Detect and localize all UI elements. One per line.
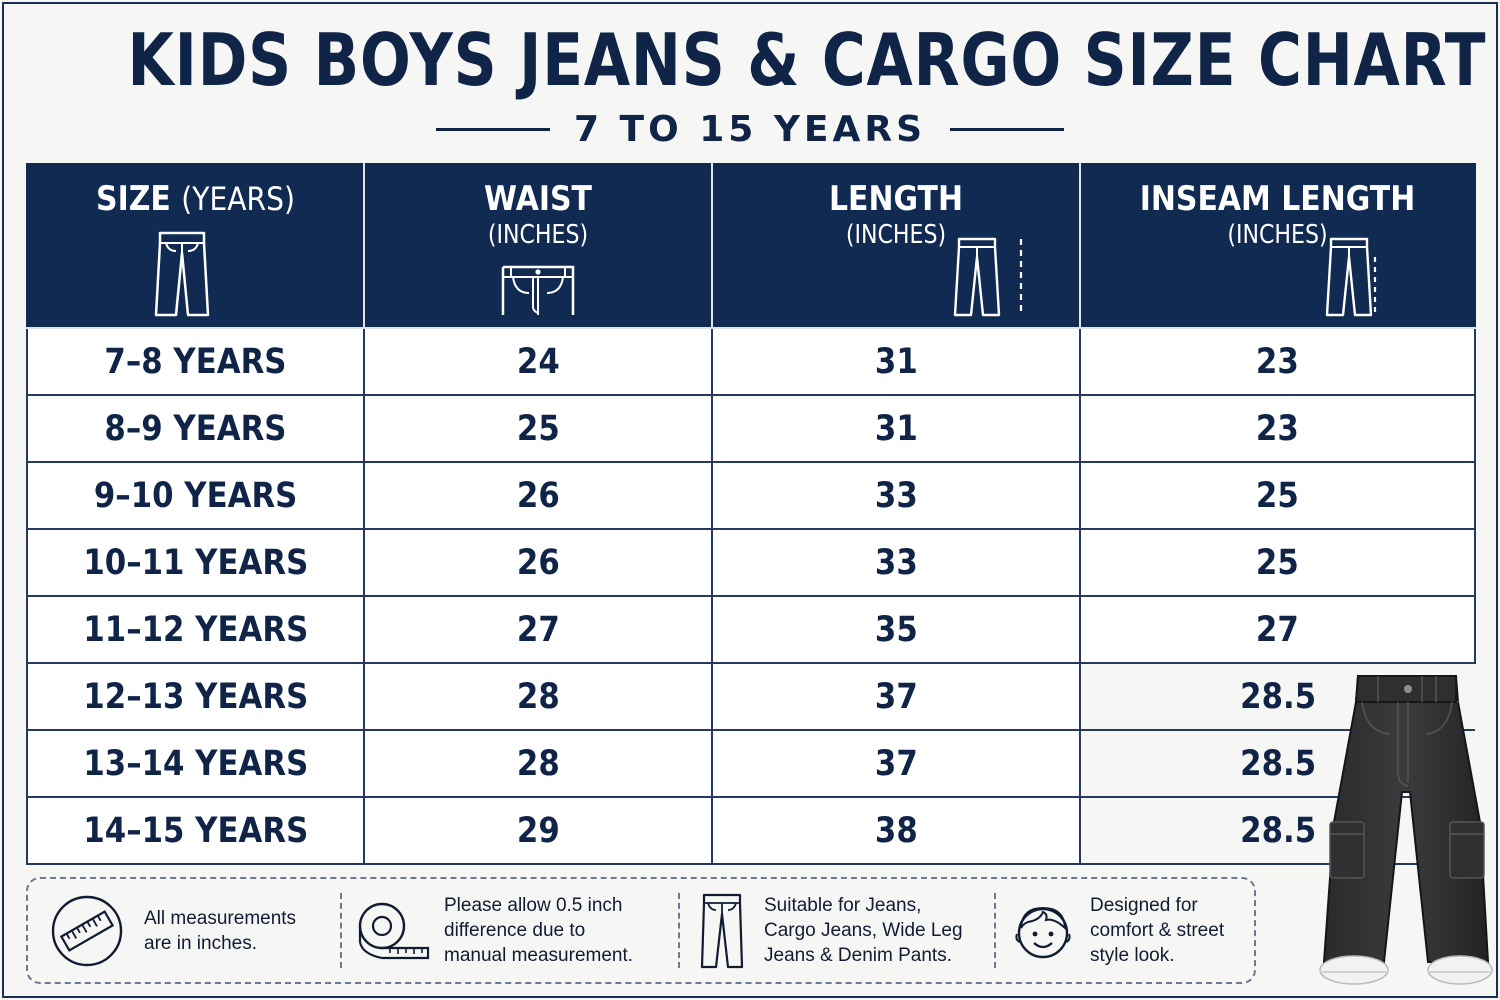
header-waist: WAIST (INCHES): [363, 163, 713, 329]
jeans-length-icon: [953, 237, 1023, 317]
cell-size: 7–8 YEARS: [26, 327, 365, 396]
table-row: 8–9 YEARS 25 31 23: [26, 394, 1476, 463]
cell-size: 14–15 YEARS: [26, 796, 365, 865]
ruler-icon: [51, 895, 123, 966]
cell-waist: 26: [363, 528, 713, 597]
note-suitable: Suitable for Jeans, Cargo Jeans, Wide Le…: [678, 879, 994, 982]
cell-inseam: 28.5: [1079, 796, 1475, 865]
cell-size: 8–9 YEARS: [26, 394, 365, 463]
cell-length: 37: [711, 662, 1081, 731]
cell-inseam: 23: [1079, 327, 1476, 396]
note-measurements: All measurements are in inches.: [28, 879, 340, 982]
header-length: LENGTH (INCHES): [711, 163, 1081, 329]
cell-inseam: 25: [1079, 528, 1476, 597]
header-waist-label: WAIST: [484, 179, 592, 219]
note-design-text: Designed for comfort & street style look…: [1090, 895, 1225, 966]
cell-waist: 25: [363, 394, 713, 463]
header-inseam: INSEAM LENGTH (INCHES): [1079, 163, 1476, 329]
table-row: 11–12 YEARS 27 35 27: [26, 595, 1476, 664]
table-row: 14–15 YEARS 29 38 28.5: [26, 796, 1475, 865]
subtitle-rule-left: [435, 127, 550, 131]
cell-inseam: 27: [1079, 595, 1476, 664]
header-waist-unit: (INCHES): [487, 220, 589, 250]
cell-inseam: 25: [1079, 461, 1476, 530]
subtitle: 7 TO 15 YEARS: [573, 108, 927, 150]
cell-waist: 28: [363, 729, 713, 798]
cell-waist: 26: [363, 461, 713, 530]
size-chart-table: SIZE (YEARS) WAIST (INCHES): [26, 163, 1476, 865]
cell-waist: 29: [363, 796, 713, 865]
page-title: KIDS BOYS JEANS & CARGO SIZE CHART: [127, 18, 1487, 102]
notes-panel: All measurements are in inches. Please a…: [26, 877, 1256, 984]
subtitle-row: 7 TO 15 YEARS: [0, 106, 1500, 152]
jeans-inseam-icon: [1325, 237, 1377, 317]
note-difference: Please allow 0.5 inch difference due to …: [340, 879, 678, 982]
table-row: 9–10 YEARS 26 33 25: [26, 461, 1476, 530]
pants-icon: [700, 893, 744, 968]
note-suitable-text: Suitable for Jeans, Cargo Jeans, Wide Le…: [764, 895, 963, 966]
header-size-suffix: (YEARS): [181, 180, 295, 218]
header-length-unit: (INCHES): [845, 220, 947, 250]
cell-waist: 28: [363, 662, 713, 731]
cell-size: 10–11 YEARS: [26, 528, 365, 597]
note-difference-text: Please allow 0.5 inch difference due to …: [444, 895, 634, 966]
smiling-boy-icon: [1015, 906, 1071, 958]
waistband-icon: [501, 265, 575, 315]
note-design: Designed for comfort & street style look…: [994, 879, 1254, 982]
cell-length: 31: [711, 394, 1081, 463]
header-size: SIZE (YEARS): [26, 163, 365, 329]
cell-inseam: 23: [1079, 394, 1476, 463]
table-row: 12–13 YEARS 28 37 28.5: [26, 662, 1475, 731]
cell-length: 38: [711, 796, 1081, 865]
table-row: 10–11 YEARS 26 33 25: [26, 528, 1476, 597]
jeans-outline-icon: [154, 231, 210, 317]
note-measurements-text: All measurements are in inches.: [144, 907, 297, 954]
table-row: 7–8 YEARS 24 31 23: [26, 327, 1476, 396]
header-inseam-label: INSEAM LENGTH: [1139, 179, 1416, 219]
header-row: SIZE (YEARS) WAIST (INCHES): [26, 163, 1476, 329]
cell-waist: 24: [363, 327, 713, 396]
cell-length: 33: [711, 528, 1081, 597]
cell-length: 35: [711, 595, 1081, 664]
black-cargo-jeans-photo: [1319, 675, 1493, 985]
cell-size: 13–14 YEARS: [26, 729, 365, 798]
cell-size: 11–12 YEARS: [26, 595, 365, 664]
header-size-label: SIZE: [96, 179, 171, 219]
subtitle-rule-right: [950, 127, 1065, 131]
cell-length: 31: [711, 327, 1081, 396]
table-row: 13–14 YEARS 28 37 28.5: [26, 729, 1475, 798]
header-length-label: LENGTH: [828, 179, 964, 219]
cell-size: 9–10 YEARS: [26, 461, 365, 530]
cell-waist: 27: [363, 595, 713, 664]
cell-size: 12–13 YEARS: [26, 662, 365, 731]
header-inseam-unit: (INCHES): [1227, 220, 1328, 250]
measuring-tape-icon: [358, 902, 430, 959]
cell-length: 37: [711, 729, 1081, 798]
cell-length: 33: [711, 461, 1081, 530]
